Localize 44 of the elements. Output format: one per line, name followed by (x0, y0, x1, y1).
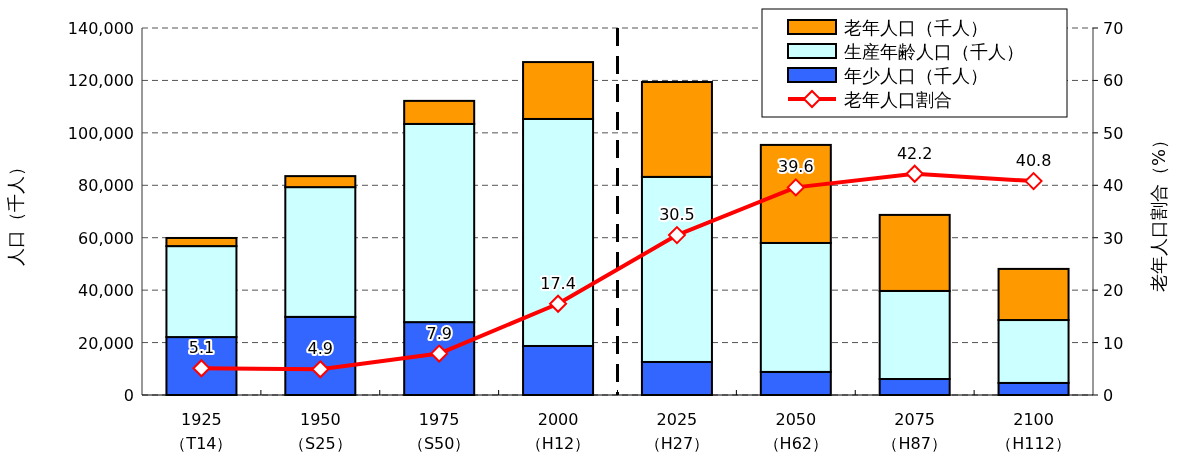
y-axis-title: 人口（千人） (5, 157, 26, 266)
x-tick-label: 1975 （S50） (407, 410, 471, 453)
data-label: 39.6 (778, 157, 814, 177)
x-tick-label: 1925 （T14） (170, 410, 233, 453)
legend-label: 老年人口割合 (844, 89, 952, 110)
data-label: 5.1 (188, 338, 215, 358)
y-tick-label: 120,000 (67, 71, 134, 91)
y2-tick-label: 60 (1103, 71, 1124, 91)
y2-tick-label: 30 (1103, 228, 1124, 248)
y-tick-label: 100,000 (67, 123, 134, 143)
x-tick-label: 2050 （H62） (763, 410, 829, 453)
y-tick-label: 20,000 (78, 333, 134, 353)
y2-tick-label: 0 (1103, 386, 1114, 405)
legend-label: 老年人口（千人） (844, 17, 988, 38)
y-tick-label: 60,000 (78, 228, 134, 248)
x-tick-label: 2075 （H87） (882, 410, 947, 453)
x-tick-label: 2025 （H27） (644, 410, 710, 453)
y2-tick-label: 70 (1103, 19, 1124, 38)
point (786, 178, 805, 197)
data-label: 17.4 (540, 273, 576, 293)
x-tick-label: 1950 （S25） (289, 410, 352, 453)
legend-label: 年少人口（千人） (844, 65, 988, 86)
y2-tick-label: 20 (1103, 281, 1124, 301)
point (549, 294, 568, 313)
y-tick-label: 80,000 (78, 176, 134, 196)
y-tick-label: 0 (123, 386, 134, 405)
point (311, 360, 330, 379)
x-tick-label: 2100 （H112） (996, 410, 1071, 453)
y-tick-label: 140,000 (67, 19, 134, 38)
legend-label: 生産年齢人口（千人） (844, 41, 1024, 62)
point (1024, 172, 1043, 191)
data-label: 42.2 (896, 143, 933, 163)
y2-tick-label: 10 (1103, 333, 1124, 353)
y2-tick-label: 50 (1103, 123, 1124, 143)
data-label: 40.8 (1015, 151, 1052, 171)
x-tick-label: 2000 （H12） (525, 410, 591, 453)
y2-tick-label: 40 (1103, 176, 1124, 196)
y2-axis-title: 老年人口割合（%） (1148, 130, 1169, 293)
y-tick-label: 40,000 (78, 281, 134, 301)
data-label: 4.9 (307, 339, 334, 359)
point (905, 164, 924, 183)
data-label: 30.5 (659, 205, 695, 225)
point (667, 226, 686, 245)
data-label: 7.9 (426, 323, 452, 343)
